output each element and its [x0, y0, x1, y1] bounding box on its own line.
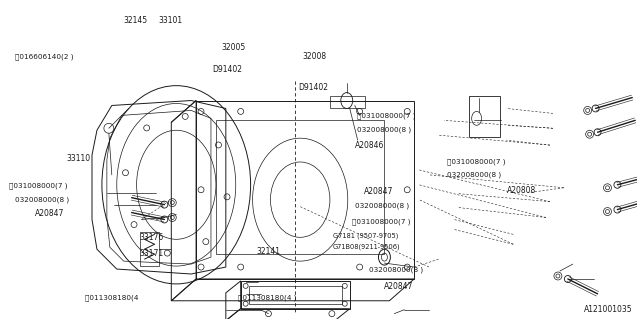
Text: A20847: A20847 — [364, 187, 394, 196]
Text: 33110: 33110 — [66, 154, 90, 163]
Text: 33171: 33171 — [139, 249, 163, 258]
Text: D91402: D91402 — [298, 83, 328, 92]
Text: 32145: 32145 — [124, 16, 147, 25]
Bar — [468, 96, 500, 137]
Text: 33101: 33101 — [158, 16, 182, 25]
Text: 32141: 32141 — [257, 247, 280, 257]
Text: A20847: A20847 — [35, 209, 64, 219]
Text: 032008000(8 ): 032008000(8 ) — [15, 196, 70, 203]
Text: G7181 (9507-9705): G7181 (9507-9705) — [333, 233, 398, 239]
Text: ⓜ031008000(7 ): ⓜ031008000(7 ) — [356, 112, 415, 119]
Text: ⓜ031008000(7 ): ⓜ031008000(7 ) — [352, 219, 410, 225]
Text: A20808: A20808 — [507, 186, 536, 195]
Text: 032008000(8 ): 032008000(8 ) — [356, 127, 411, 133]
Text: 33176: 33176 — [139, 233, 163, 242]
Text: 32008: 32008 — [302, 52, 326, 61]
Text: G71B08(9211-9506): G71B08(9211-9506) — [333, 244, 400, 251]
Text: A20847: A20847 — [383, 282, 413, 292]
Text: 032008000(8 ): 032008000(8 ) — [447, 171, 501, 178]
Text: Ⓑ016606140(2 ): Ⓑ016606140(2 ) — [15, 53, 74, 60]
Text: 032008000(8 ): 032008000(8 ) — [369, 266, 424, 273]
Text: A121001035: A121001035 — [584, 305, 632, 314]
Text: Ⓑ011308180(4: Ⓑ011308180(4 — [85, 295, 141, 301]
Text: 32005: 32005 — [221, 43, 246, 52]
Bar — [248, 286, 342, 304]
Text: ⓜ031008000(7 ): ⓜ031008000(7 ) — [9, 182, 68, 189]
Text: A20846: A20846 — [355, 141, 384, 150]
Text: ⓜ031008000(7 ): ⓜ031008000(7 ) — [447, 158, 506, 165]
Text: D91402: D91402 — [212, 65, 242, 74]
Text: 032008000(8 ): 032008000(8 ) — [355, 203, 409, 209]
Text: Ⓑ011308180(4 ): Ⓑ011308180(4 ) — [237, 295, 296, 301]
